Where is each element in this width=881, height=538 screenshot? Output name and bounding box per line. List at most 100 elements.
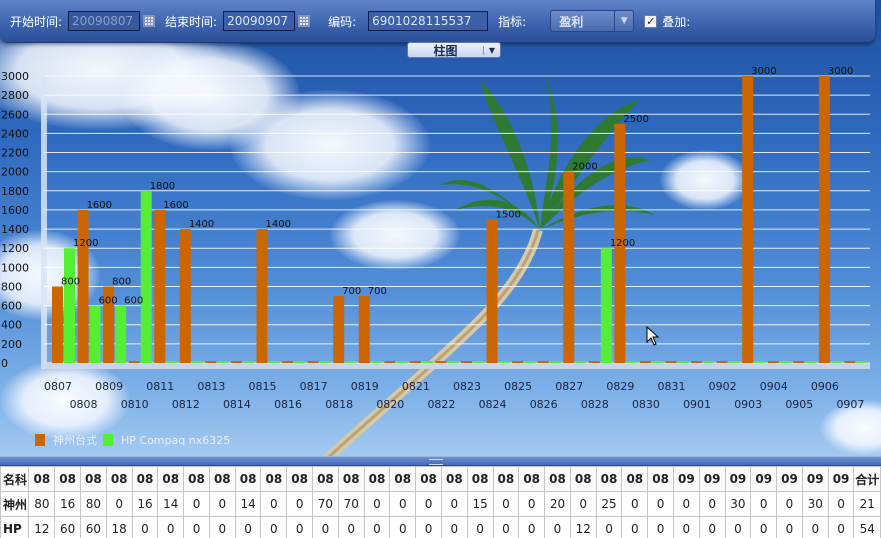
table-cell[interactable]: 12 bbox=[569, 516, 597, 538]
table-cell[interactable]: HP bbox=[0, 516, 30, 538]
table-cell[interactable]: 08 bbox=[260, 466, 288, 492]
chart-type-select[interactable]: 柱图 ▼ bbox=[407, 42, 501, 58]
table-cell[interactable]: 0 bbox=[621, 491, 649, 517]
table-cell[interactable]: 09 bbox=[750, 466, 778, 492]
table-cell[interactable]: 08 bbox=[415, 466, 442, 492]
table-cell[interactable]: 16 bbox=[54, 491, 81, 517]
table-cell[interactable]: 0 bbox=[363, 516, 391, 538]
table-cell[interactable]: 20 bbox=[544, 491, 571, 517]
table-cell[interactable]: 0 bbox=[621, 516, 649, 538]
table-cell[interactable]: 08 bbox=[157, 466, 185, 492]
overlay-checkbox[interactable]: ✓ bbox=[644, 14, 658, 28]
start-time-input[interactable] bbox=[68, 11, 141, 31]
table-cell[interactable]: 0 bbox=[492, 491, 520, 517]
table-cell[interactable]: 0 bbox=[544, 516, 571, 538]
table-cell[interactable]: 0 bbox=[157, 516, 185, 538]
table-cell[interactable]: 09 bbox=[672, 466, 700, 492]
table-cell[interactable]: 0 bbox=[801, 516, 829, 538]
table-cell[interactable]: 30 bbox=[801, 491, 829, 517]
code-input[interactable] bbox=[368, 11, 489, 31]
table-cell[interactable]: 0 bbox=[750, 491, 778, 517]
table-cell[interactable]: 09 bbox=[724, 466, 752, 492]
table-cell[interactable]: 08 bbox=[389, 466, 417, 492]
table-cell[interactable]: 09 bbox=[827, 466, 855, 492]
table-cell[interactable]: 0 bbox=[440, 516, 468, 538]
table-cell[interactable]: 08 bbox=[595, 466, 623, 492]
table-cell[interactable]: 0 bbox=[698, 491, 726, 517]
table-cell[interactable]: 0 bbox=[492, 516, 520, 538]
table-cell[interactable]: 16 bbox=[131, 491, 159, 517]
table-cell[interactable]: 60 bbox=[80, 516, 107, 538]
table-cell[interactable]: 08 bbox=[286, 466, 314, 492]
table-cell[interactable]: 0 bbox=[363, 491, 391, 517]
table-cell[interactable]: 0 bbox=[750, 516, 778, 538]
table-cell[interactable]: 0 bbox=[389, 516, 417, 538]
table-cell[interactable]: 神州 bbox=[0, 491, 30, 517]
table-cell[interactable]: 70 bbox=[337, 491, 365, 517]
table-cell[interactable]: 08 bbox=[569, 466, 597, 492]
table-cell[interactable]: 0 bbox=[827, 516, 855, 538]
table-cell[interactable]: 0 bbox=[208, 516, 236, 538]
table-cell[interactable]: 08 bbox=[54, 466, 81, 492]
table-cell[interactable]: 0 bbox=[827, 491, 855, 517]
table-cell[interactable]: 14 bbox=[157, 491, 185, 517]
table-cell[interactable]: 18 bbox=[105, 516, 133, 538]
table-cell[interactable]: 08 bbox=[28, 466, 56, 492]
table-cell[interactable]: 08 bbox=[440, 466, 468, 492]
table-cell[interactable]: 0 bbox=[286, 491, 314, 517]
table-cell[interactable]: 14 bbox=[234, 491, 262, 517]
table-cell[interactable]: 0 bbox=[312, 516, 339, 538]
table-cell[interactable]: 0 bbox=[698, 516, 726, 538]
table-cell[interactable]: 0 bbox=[286, 516, 314, 538]
table-cell[interactable]: 0 bbox=[389, 491, 417, 517]
metric-select[interactable]: 盈利 ▼ bbox=[550, 10, 635, 32]
table-cell[interactable]: 0 bbox=[415, 516, 442, 538]
table-cell[interactable]: 80 bbox=[80, 491, 107, 517]
table-cell[interactable]: 09 bbox=[698, 466, 726, 492]
table-cell[interactable]: 0 bbox=[672, 516, 700, 538]
table-cell[interactable]: 0 bbox=[776, 516, 803, 538]
table-cell[interactable]: 25 bbox=[595, 491, 623, 517]
table-cell[interactable]: 0 bbox=[672, 491, 700, 517]
table-cell[interactable]: 21 bbox=[853, 491, 881, 517]
table-cell[interactable]: 0 bbox=[131, 516, 159, 538]
table-cell[interactable]: 08 bbox=[647, 466, 674, 492]
table-cell[interactable]: 08 bbox=[363, 466, 391, 492]
table-cell[interactable]: 0 bbox=[183, 491, 210, 517]
table-cell[interactable]: 08 bbox=[544, 466, 571, 492]
table-cell[interactable]: 0 bbox=[518, 491, 546, 517]
table-cell[interactable]: 0 bbox=[466, 516, 494, 538]
table-cell[interactable]: 08 bbox=[131, 466, 159, 492]
table-cell[interactable]: 80 bbox=[28, 491, 56, 517]
table-cell[interactable]: 0 bbox=[337, 516, 365, 538]
table-cell[interactable]: 0 bbox=[595, 516, 623, 538]
table-cell[interactable]: 0 bbox=[183, 516, 210, 538]
table-cell[interactable]: 合计 bbox=[853, 466, 881, 492]
table-cell[interactable]: 08 bbox=[208, 466, 236, 492]
table-cell[interactable]: 0 bbox=[260, 491, 288, 517]
table-cell[interactable]: 0 bbox=[647, 516, 674, 538]
table-cell[interactable]: 0 bbox=[105, 491, 133, 517]
table-cell[interactable]: 09 bbox=[801, 466, 829, 492]
table-cell[interactable]: 0 bbox=[647, 491, 674, 517]
table-cell[interactable]: 70 bbox=[312, 491, 339, 517]
table-cell[interactable]: 08 bbox=[337, 466, 365, 492]
table-cell[interactable]: 12 bbox=[28, 516, 56, 538]
grip-icon[interactable] bbox=[429, 459, 443, 465]
table-cell[interactable]: 60 bbox=[54, 516, 81, 538]
table-cell[interactable]: 0 bbox=[260, 516, 288, 538]
table-cell[interactable]: 0 bbox=[569, 491, 597, 517]
table-cell[interactable]: 08 bbox=[183, 466, 210, 492]
end-time-input[interactable] bbox=[223, 11, 296, 31]
table-cell[interactable]: 30 bbox=[724, 491, 752, 517]
calendar-icon[interactable] bbox=[298, 15, 311, 27]
panel-splitter[interactable] bbox=[0, 456, 881, 466]
table-cell[interactable]: 08 bbox=[312, 466, 339, 492]
calendar-icon[interactable] bbox=[143, 15, 156, 27]
table-cell[interactable]: 08 bbox=[466, 466, 494, 492]
table-cell[interactable]: 0 bbox=[440, 491, 468, 517]
table-cell[interactable]: 15 bbox=[466, 491, 494, 517]
table-cell[interactable]: 0 bbox=[208, 491, 236, 517]
table-cell[interactable]: 08 bbox=[621, 466, 649, 492]
table-cell[interactable]: 08 bbox=[234, 466, 262, 492]
